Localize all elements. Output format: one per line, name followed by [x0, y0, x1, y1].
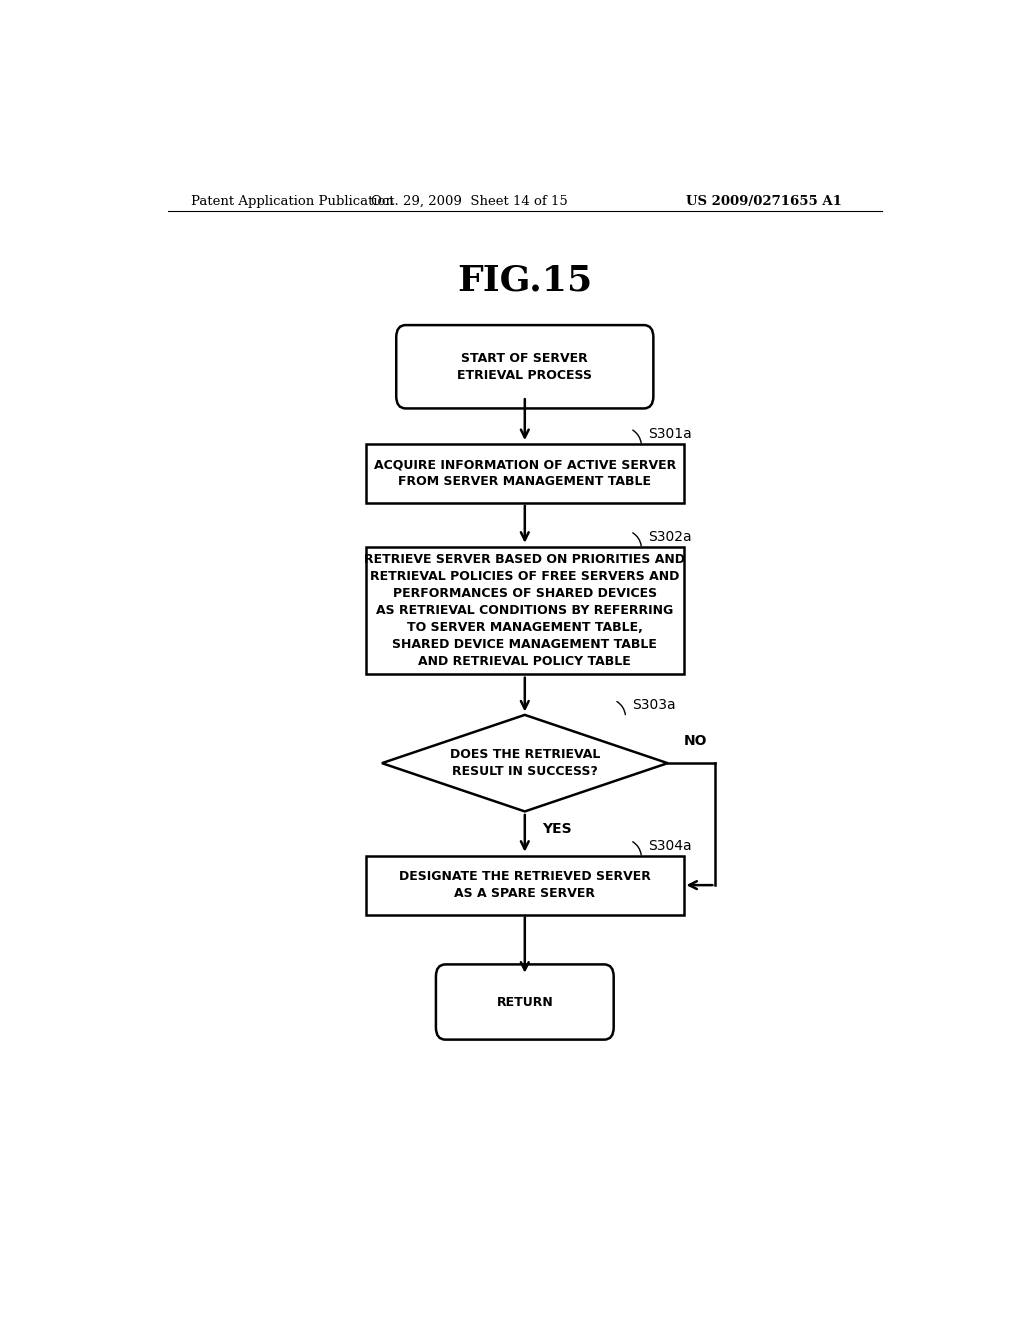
FancyBboxPatch shape: [436, 965, 613, 1040]
Text: DOES THE RETRIEVAL
RESULT IN SUCCESS?: DOES THE RETRIEVAL RESULT IN SUCCESS?: [450, 748, 600, 779]
Bar: [367, 548, 684, 675]
Text: Oct. 29, 2009  Sheet 14 of 15: Oct. 29, 2009 Sheet 14 of 15: [371, 194, 567, 207]
Text: FIG.15: FIG.15: [457, 264, 593, 297]
Text: RETRIEVE SERVER BASED ON PRIORITIES AND
RETRIEVAL POLICIES OF FREE SERVERS AND
P: RETRIEVE SERVER BASED ON PRIORITIES AND …: [365, 553, 685, 668]
Text: START OF SERVER
ETRIEVAL PROCESS: START OF SERVER ETRIEVAL PROCESS: [458, 351, 592, 381]
Bar: [367, 444, 684, 503]
Text: ACQUIRE INFORMATION OF ACTIVE SERVER
FROM SERVER MANAGEMENT TABLE: ACQUIRE INFORMATION OF ACTIVE SERVER FRO…: [374, 458, 676, 488]
Text: Patent Application Publication: Patent Application Publication: [191, 194, 394, 207]
Text: NO: NO: [684, 734, 707, 748]
Text: YES: YES: [543, 822, 571, 837]
Text: DESIGNATE THE RETRIEVED SERVER
AS A SPARE SERVER: DESIGNATE THE RETRIEVED SERVER AS A SPAR…: [399, 870, 650, 900]
Text: S301a: S301a: [648, 426, 691, 441]
Bar: [367, 855, 684, 915]
Text: S302a: S302a: [648, 529, 691, 544]
Text: RETURN: RETURN: [497, 995, 553, 1008]
Text: S304a: S304a: [648, 838, 691, 853]
Text: S303a: S303a: [632, 698, 676, 713]
Text: US 2009/0271655 A1: US 2009/0271655 A1: [686, 194, 842, 207]
FancyBboxPatch shape: [396, 325, 653, 408]
Polygon shape: [382, 715, 668, 812]
